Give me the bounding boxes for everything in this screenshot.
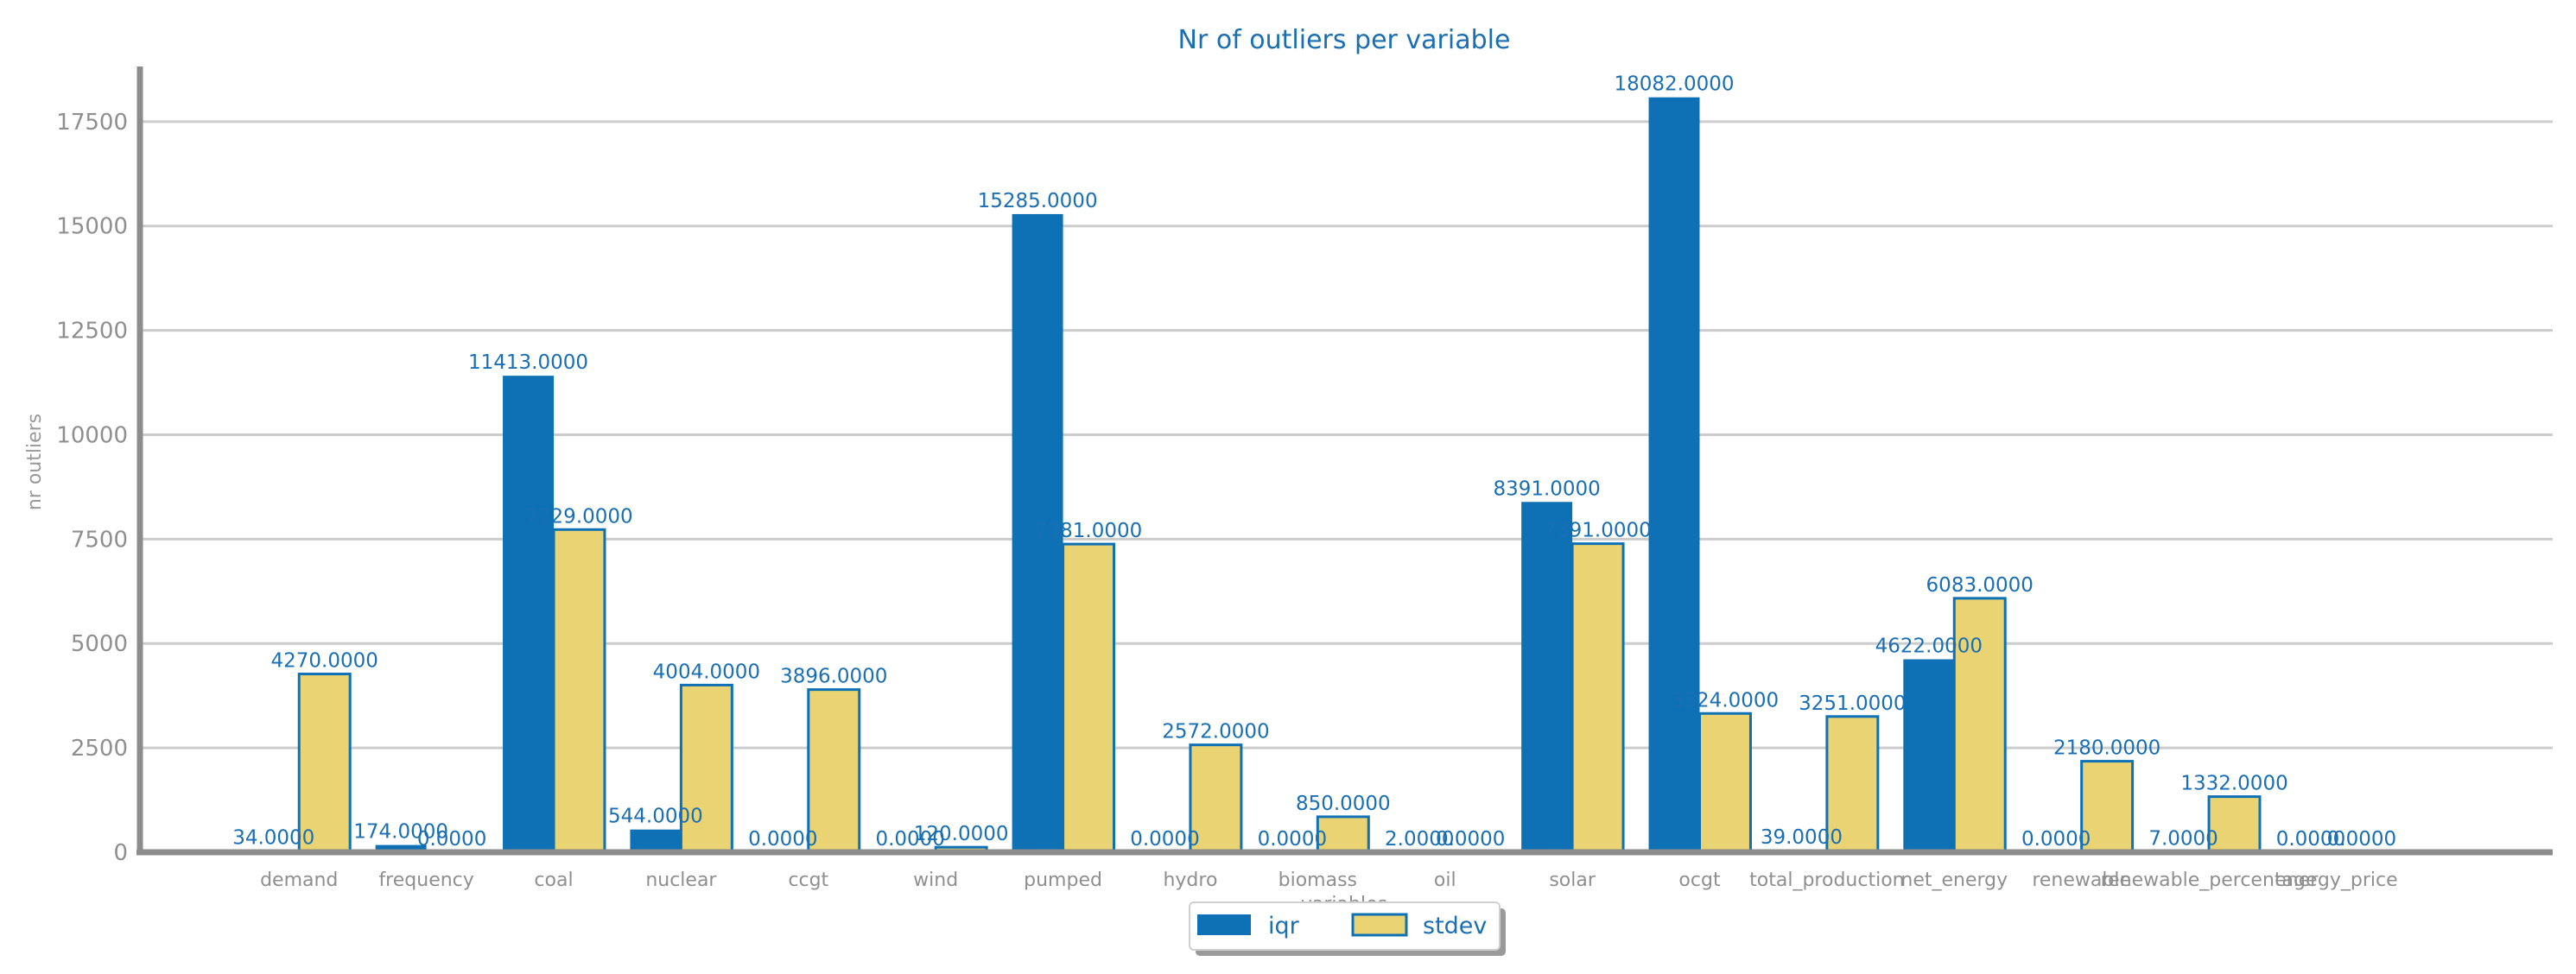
legend-swatch-stdev [1351, 913, 1408, 937]
x-tick-label: pumped [1024, 870, 1102, 891]
y-tick-label: 12500 [56, 319, 128, 345]
data-label-iqr-oil: 2.0000 [1385, 828, 1454, 851]
data-label-iqr-nuclear: 544.0000 [608, 806, 703, 828]
data-label-stdev-wind: 120.0000 [914, 823, 1009, 845]
data-label-iqr-renewable: 0.0000 [2021, 828, 2091, 851]
data-label-stdev-ocgt: 3324.0000 [1672, 689, 1779, 712]
data-label-stdev-solar: 7391.0000 [1544, 520, 1651, 542]
legend-swatch-iqr [1197, 914, 1251, 935]
x-tick-label: oil [1434, 870, 1456, 891]
data-label-iqr-coal: 11413.0000 [468, 351, 588, 374]
x-tick-label: frequency [378, 870, 473, 891]
x-tick-label: renewable [2032, 870, 2131, 891]
bar-stdev-net_energy [1952, 597, 2007, 854]
y-tick-label: 15000 [56, 214, 128, 240]
bar-iqr-ocgt [1648, 97, 1700, 852]
y-tick-label: 17500 [56, 110, 128, 136]
legend-label-stdev: stdev [1423, 913, 1487, 939]
data-labels: 34.00004270.0000174.00000.000011413.0000… [232, 73, 2396, 851]
data-label-iqr-pumped: 15285.0000 [978, 190, 1098, 212]
data-label-stdev-energy_price: 0.0000 [2327, 828, 2396, 851]
data-label-stdev-coal: 7729.0000 [525, 505, 632, 528]
y-axis-label: nr outliers [24, 414, 46, 510]
data-label-stdev-total_production: 3251.0000 [1799, 693, 1906, 715]
data-label-iqr-energy_price: 0.0000 [2276, 828, 2345, 851]
data-label-stdev-renewable: 2180.0000 [2053, 737, 2160, 760]
x-tick-label: wind [913, 870, 958, 891]
data-label-iqr-solar: 8391.0000 [1493, 478, 1600, 500]
legend: iqr stdev [1189, 901, 1506, 956]
data-label-stdev-net_energy: 6083.0000 [1926, 574, 2034, 597]
data-label-stdev-nuclear: 4004.0000 [653, 661, 760, 683]
bar-stdev-pumped [1062, 542, 1116, 854]
y-tick-label: 10000 [56, 422, 128, 448]
bar-iqr-nuclear [630, 829, 682, 852]
data-label-iqr-biomass: 0.0000 [1258, 828, 1327, 851]
bar-iqr-solar [1521, 502, 1573, 852]
x-tick-label: net_energy [1900, 870, 2008, 891]
bar-stdev-renewable [2080, 760, 2135, 854]
bar-stdev-hydro [1189, 743, 1243, 854]
data-label-stdev-frequency: 0.0000 [417, 828, 486, 851]
y-tick-label: 0 [113, 840, 128, 866]
data-label-iqr-total_production: 39.0000 [1761, 826, 1843, 849]
data-label-iqr-net_energy: 4622.0000 [1875, 636, 1983, 658]
x-tick-label: ccgt [788, 870, 828, 891]
x-tick-label: total_production [1749, 870, 1904, 891]
data-label-iqr-frequency: 174.0000 [353, 821, 448, 844]
data-label-stdev-ccgt: 3896.0000 [780, 666, 887, 688]
bar-stdev-nuclear [679, 683, 733, 854]
bar-stdev-demand [297, 673, 352, 854]
data-label-iqr-ccgt: 0.0000 [748, 828, 817, 851]
data-label-iqr-ocgt: 18082.0000 [1615, 73, 1735, 96]
bar-stdev-solar [1570, 542, 1625, 854]
x-tick-label: coal [534, 870, 573, 891]
y-tick-label: 2500 [71, 736, 128, 762]
y-axis-ticks: 0 2500 5000 7500 10000 12500 15000 17500 [56, 110, 128, 866]
chart-title: Nr of outliers per variable [1178, 25, 1511, 55]
data-label-stdev-demand: 4270.0000 [271, 650, 378, 673]
bar-iqr-pumped [1012, 213, 1063, 852]
bar-stdev-renewable_percentage [2207, 795, 2262, 854]
x-axis-ticks: demand frequency coal nuclear ccgt wind pumped… [260, 870, 2398, 891]
x-tick-label: biomass [1278, 870, 1357, 891]
bar-iqr-frequency [375, 844, 427, 852]
data-label-stdev-oil: 0.0000 [1436, 828, 1505, 851]
bar-iqr-coal [503, 376, 555, 852]
x-tick-label: renewable_percentage [2101, 870, 2318, 891]
data-label-iqr-hydro: 0.0000 [1130, 828, 1199, 851]
bar-stdev-ccgt [807, 688, 861, 854]
data-label-iqr-wind: 0.0000 [875, 828, 944, 851]
x-tick-label: solar [1549, 870, 1596, 891]
bar-stdev-biomass [1316, 815, 1370, 854]
y-tick-label: 7500 [71, 527, 128, 553]
bar-stdev-coal [552, 528, 606, 854]
legend-label-iqr: iqr [1268, 913, 1300, 939]
x-tick-label: nuclear [645, 870, 717, 891]
data-label-iqr-demand: 34.0000 [232, 826, 314, 849]
y-tick-label: 5000 [71, 631, 128, 657]
x-tick-label: hydro [1163, 870, 1217, 891]
data-label-stdev-biomass: 850.0000 [1296, 793, 1391, 815]
data-label-stdev-hydro: 2572.0000 [1162, 721, 1269, 743]
data-label-stdev-pumped: 7381.0000 [1035, 520, 1142, 542]
legend-box [1189, 901, 1501, 951]
data-label-iqr-renewable_percentage: 7.0000 [2148, 828, 2218, 851]
bar-iqr-net_energy [1903, 659, 1955, 852]
data-label-stdev-renewable_percentage: 1332.0000 [2180, 773, 2287, 795]
bar-stdev-ocgt [1698, 712, 1752, 854]
x-tick-label: energy_price [2275, 870, 2397, 891]
gridlines [140, 120, 2553, 749]
bars [248, 97, 2262, 854]
x-tick-label: demand [260, 870, 338, 891]
x-tick-label: ocgt [1678, 870, 1721, 891]
